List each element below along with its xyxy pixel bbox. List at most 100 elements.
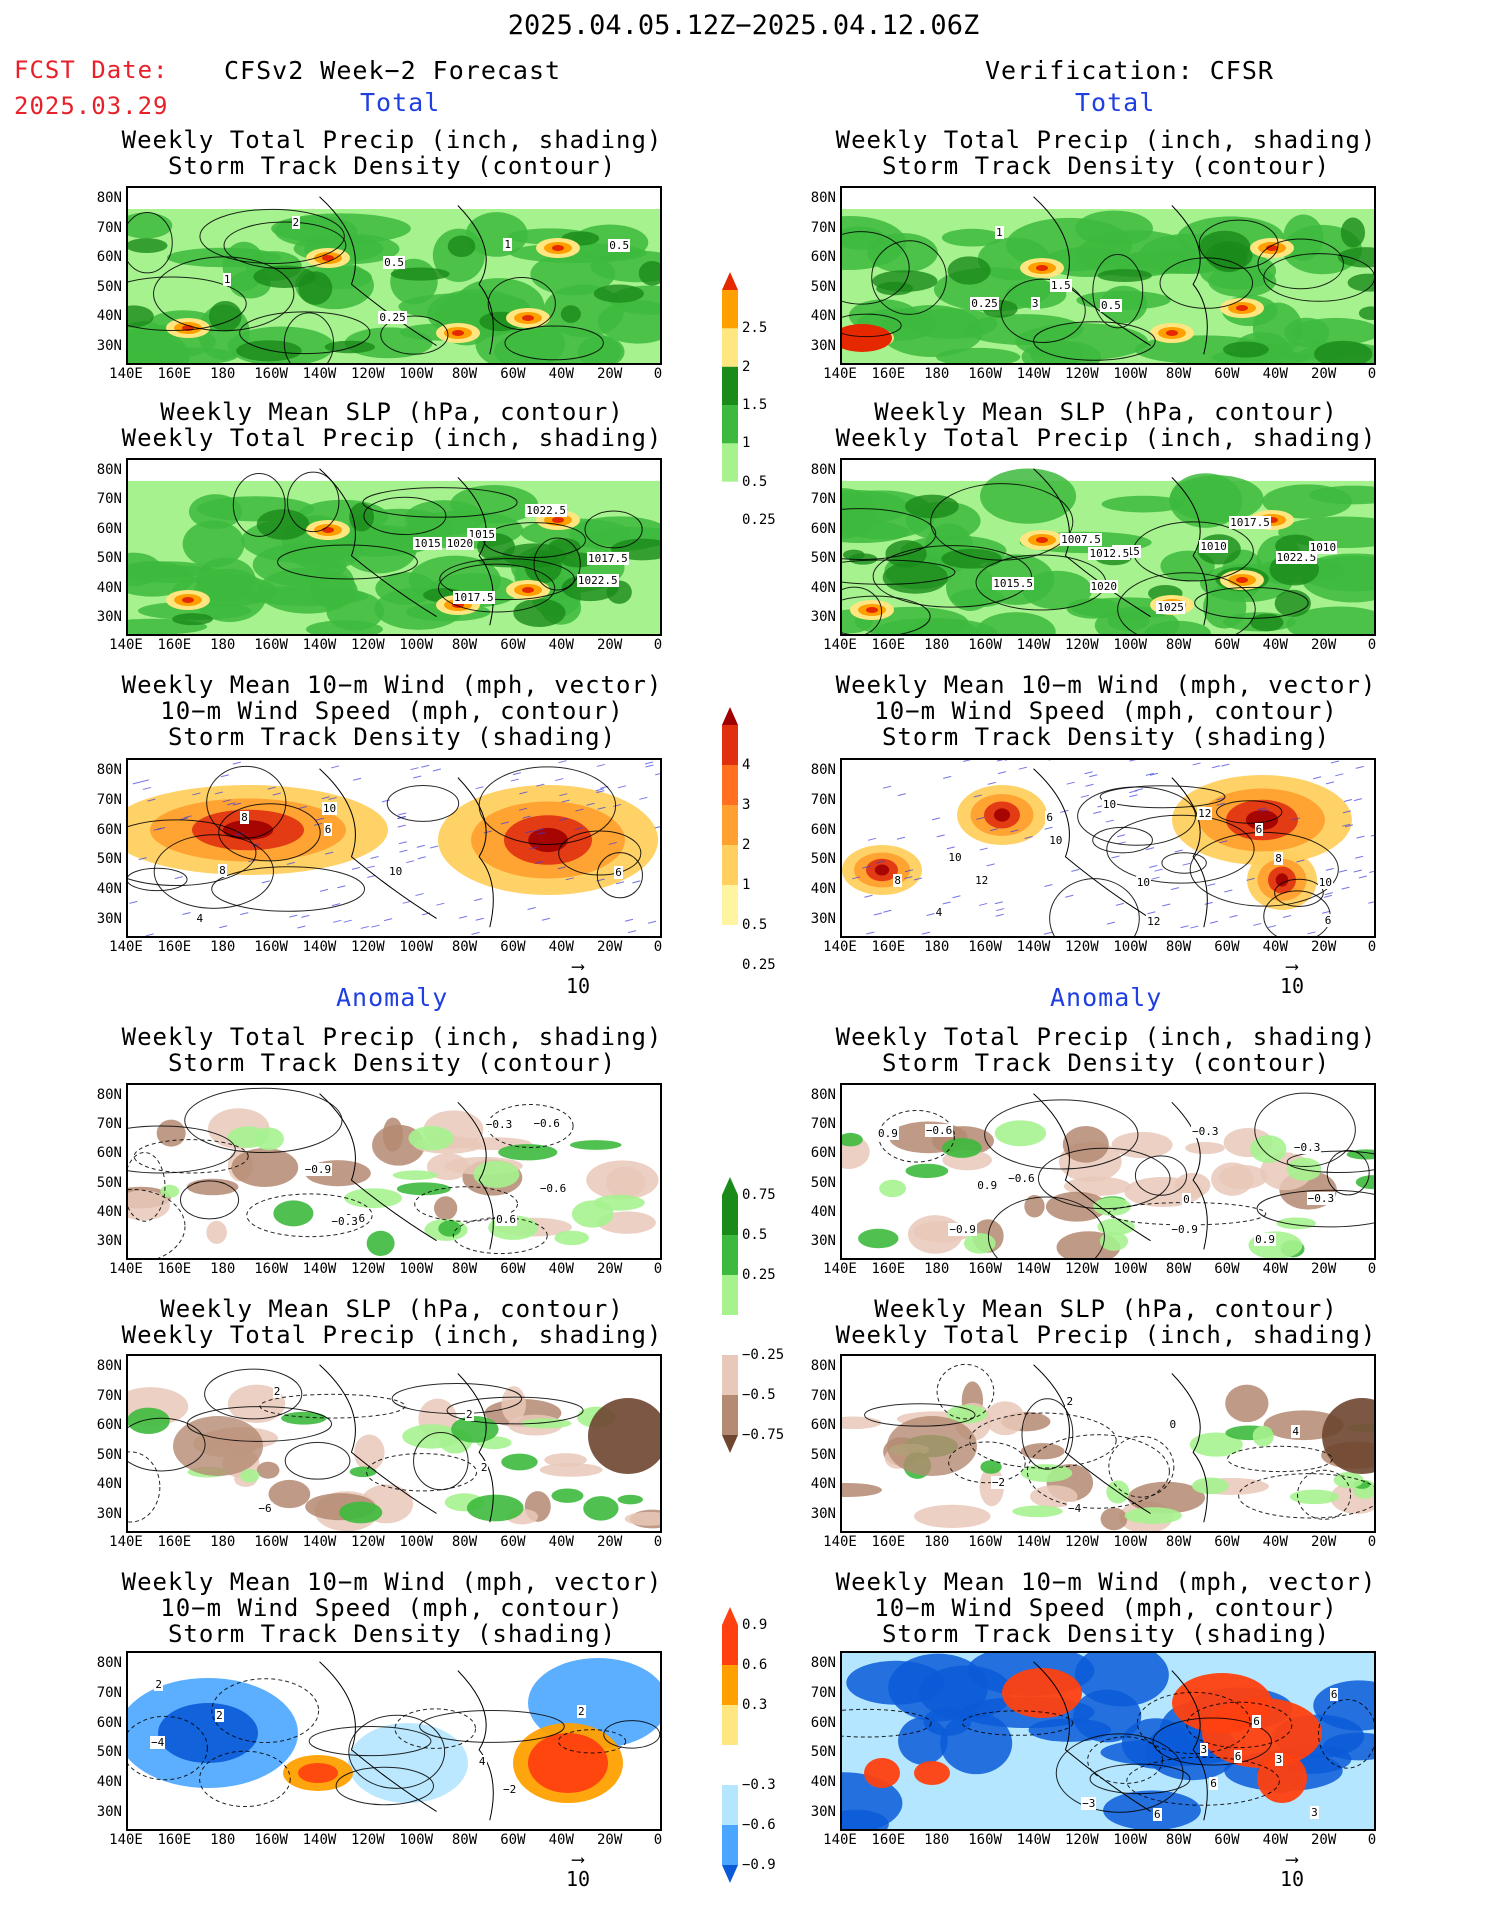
contour-label: 12 bbox=[1146, 914, 1162, 928]
lat-label: 30N bbox=[810, 609, 836, 626]
lon-label: 140E bbox=[823, 366, 857, 382]
lat-label: 40N bbox=[96, 1476, 122, 1493]
lon-label: 0 bbox=[653, 1832, 663, 1848]
lon-label: 140W bbox=[302, 1832, 337, 1848]
contour-label: 6 bbox=[1233, 1749, 1243, 1763]
contour-label: 1 bbox=[222, 273, 232, 287]
contour-label: 1022.5 bbox=[576, 573, 619, 587]
contour-label: 2 bbox=[576, 1704, 586, 1718]
panel-title-line: Weekly Mean 10−m Wind (mph, vector) bbox=[121, 671, 663, 699]
lat-label: 60N bbox=[810, 1417, 836, 1434]
lon-label: 160W bbox=[968, 1534, 1002, 1550]
contour-label: 3 bbox=[1030, 296, 1040, 310]
lon-label: 20W bbox=[1310, 366, 1337, 382]
lat-label: 40N bbox=[96, 881, 122, 898]
lat-label: 30N bbox=[96, 1506, 122, 1523]
lon-label: 180 bbox=[924, 1534, 950, 1550]
contour-label: −0.9 bbox=[948, 1223, 977, 1237]
contour-label: 1007.5 bbox=[1060, 532, 1102, 546]
contour-label: 1020 bbox=[1089, 579, 1119, 593]
lat-label: 30N bbox=[96, 911, 122, 928]
contour-label: 8 bbox=[893, 874, 903, 888]
lon-label: 180 bbox=[210, 1534, 236, 1550]
contour-label: 1022.5 bbox=[1275, 550, 1318, 564]
lon-label: 160E bbox=[157, 1261, 192, 1277]
lon-label: 20W bbox=[1310, 1261, 1337, 1277]
contour-label: 10 bbox=[1048, 834, 1064, 848]
colorbar bbox=[722, 1177, 738, 1453]
contour-label: 2 bbox=[479, 1461, 489, 1475]
vector-scale-value: 10 bbox=[565, 1867, 591, 1891]
contour-label: −0.3 bbox=[484, 1118, 514, 1132]
lon-label: 60W bbox=[1214, 366, 1240, 382]
contour-label: 1015.5 bbox=[992, 577, 1035, 591]
lon-label: 140W bbox=[302, 366, 337, 382]
colorbar-label: 0.9 bbox=[742, 1617, 768, 1633]
lat-label: 70N bbox=[96, 219, 122, 236]
lat-label: 60N bbox=[96, 821, 122, 838]
contour-label: 6 bbox=[1329, 1688, 1339, 1702]
colorbar-label: 0.5 bbox=[742, 917, 768, 933]
lon-label: 80W bbox=[1165, 366, 1192, 382]
lon-label: 160W bbox=[254, 637, 288, 653]
lat-label: 70N bbox=[810, 791, 836, 808]
lon-label: 140W bbox=[1016, 1261, 1051, 1277]
lon-label: 80W bbox=[1165, 939, 1192, 955]
map-field bbox=[128, 468, 660, 634]
lat-label: 80N bbox=[96, 1655, 122, 1671]
lat-label: 40N bbox=[810, 1203, 836, 1220]
lon-label: 140E bbox=[823, 1261, 857, 1277]
contour-label: 10 bbox=[321, 801, 338, 815]
contour-label: −0.6 bbox=[1007, 1172, 1036, 1186]
panel-title-line: 10−m Wind Speed (mph, contour) bbox=[160, 1594, 624, 1622]
panel-title-line: Weekly Mean 10−m Wind (mph, vector) bbox=[121, 1568, 663, 1596]
lon-label: 0 bbox=[653, 637, 663, 653]
contour-label: −6 bbox=[257, 1502, 273, 1516]
panel-title-line: 10−m Wind Speed (mph, contour) bbox=[160, 697, 624, 725]
lon-label: 20W bbox=[596, 1534, 623, 1550]
lon-label: 40W bbox=[1262, 939, 1288, 955]
panel-title-line: Storm Track Density (contour) bbox=[167, 152, 617, 180]
map-panel: 10 10 6 4 6 8 12 10 10 6 8 10 12 12 bbox=[840, 758, 1376, 938]
panel-title-line: Storm Track Density (shading) bbox=[881, 723, 1331, 751]
colorbar-label: −0.9 bbox=[742, 1857, 776, 1873]
panel-title-line: Weekly Mean 10−m Wind (mph, vector) bbox=[835, 1568, 1377, 1596]
lon-label: 120W bbox=[350, 1261, 385, 1277]
contour-label: 3 bbox=[1274, 1752, 1284, 1766]
colorbar-label: −0.5 bbox=[742, 1387, 776, 1403]
lon-label: 20W bbox=[596, 1261, 623, 1277]
lon-label: 140W bbox=[1016, 1832, 1051, 1848]
lon-label: 40W bbox=[548, 1261, 574, 1277]
lon-label: 160W bbox=[968, 366, 1002, 382]
lon-label: 180 bbox=[210, 366, 236, 382]
colorbar-label: 0.5 bbox=[742, 473, 768, 490]
lat-label: 30N bbox=[810, 1804, 836, 1821]
colorbar-label: 1.5 bbox=[742, 397, 768, 413]
lat-label: 80N bbox=[96, 1087, 122, 1103]
lat-label: 30N bbox=[96, 1233, 122, 1250]
panel-title-line: Weekly Mean 10−m Wind (mph, vector) bbox=[835, 671, 1377, 699]
lon-label: 100W bbox=[1113, 366, 1148, 382]
contour-label: 0.5 bbox=[383, 255, 405, 269]
contour-label: −4 bbox=[1067, 1502, 1083, 1516]
lon-label: 180 bbox=[210, 637, 236, 653]
lat-label: 40N bbox=[96, 579, 122, 596]
map-field bbox=[842, 196, 1374, 363]
lon-label: 80W bbox=[1165, 1832, 1192, 1848]
contour-label: 1010 bbox=[1308, 540, 1338, 554]
lon-label: 20W bbox=[1310, 1534, 1337, 1550]
lon-label: 160W bbox=[968, 637, 1002, 653]
colorbar bbox=[722, 1607, 738, 1883]
contour-label: 3 bbox=[1199, 1742, 1209, 1756]
lon-label: 40W bbox=[548, 366, 574, 382]
lon-label: 20W bbox=[1310, 939, 1337, 955]
contour-label: 6 bbox=[1254, 822, 1264, 836]
lat-label: 40N bbox=[96, 308, 122, 325]
lon-label: 60W bbox=[1214, 939, 1240, 955]
contour-label: −0.9 bbox=[1170, 1222, 1199, 1236]
contour-label: 4 bbox=[1291, 1424, 1300, 1438]
lat-label: 60N bbox=[810, 821, 836, 838]
lat-label: 80N bbox=[96, 190, 122, 206]
lon-label: 40W bbox=[1262, 1832, 1288, 1848]
lon-label: 140E bbox=[109, 366, 143, 382]
